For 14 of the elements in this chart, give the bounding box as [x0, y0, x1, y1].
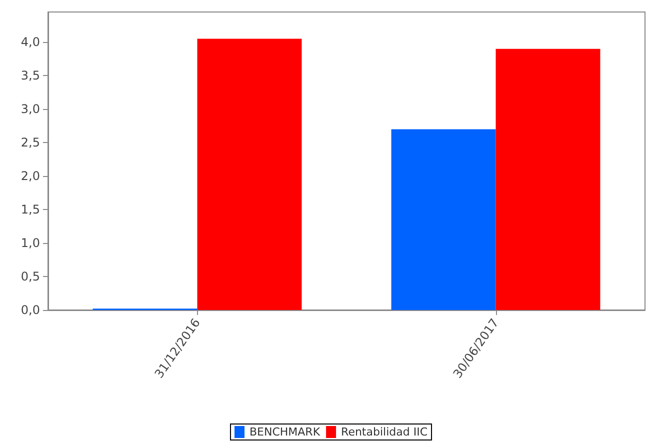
- y-tick-label: 0,0: [20, 303, 40, 317]
- y-tick-label: 3,0: [20, 102, 40, 116]
- y-tick-label: 0,5: [20, 270, 40, 284]
- y-tick-label: 3,5: [20, 68, 40, 83]
- y-tick-label: 4,0: [20, 35, 40, 50]
- y-tick-label: 2,0: [20, 169, 40, 184]
- legend-label: Rentabilidad IIC: [341, 426, 428, 438]
- legend-label: BENCHMARK: [249, 426, 321, 438]
- bar: [391, 129, 496, 310]
- y-tick-label: 1,5: [20, 202, 40, 217]
- y-tick-label: 2,5: [20, 136, 40, 150]
- bar: [197, 38, 302, 310]
- bar: [496, 48, 600, 310]
- y-tick-label: 1,0: [20, 236, 40, 250]
